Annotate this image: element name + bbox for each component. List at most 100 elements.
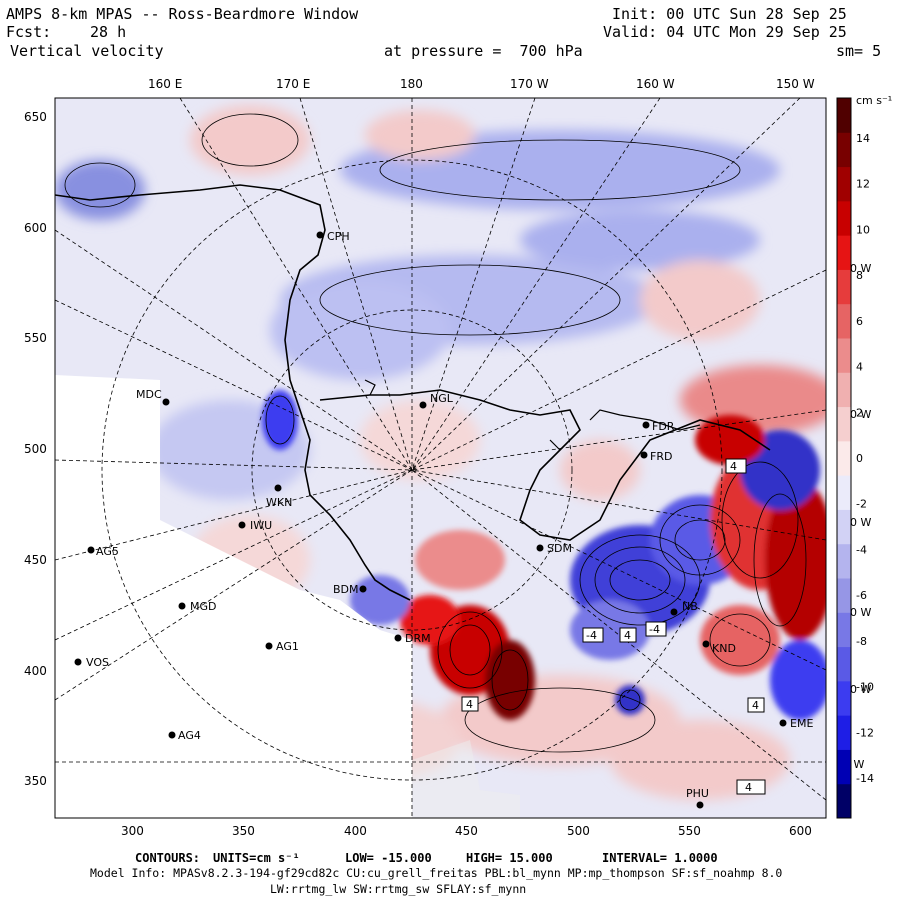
colorbar-swatch — [837, 372, 851, 408]
colorbar-swatch — [837, 440, 851, 476]
station-dot-vos — [74, 658, 82, 666]
x-tick-400: 400 — [344, 824, 367, 838]
contour-labels: 4 -4 4 -4 4 4 4 — [461, 458, 766, 795]
x-tick-350: 350 — [232, 824, 255, 838]
station-label-nb: NB — [682, 600, 698, 613]
colorbar-tick-label: -14 — [856, 772, 874, 785]
station-label-ngl: NGL — [430, 392, 454, 405]
terrain-mask — [55, 375, 412, 818]
station-label-mgd: MGD — [190, 600, 217, 613]
station-dot-frd — [640, 451, 648, 459]
station-label-iwu: IWU — [250, 519, 272, 532]
field-name: Vertical velocity — [10, 42, 164, 60]
model-info-physics: LW:rrtmg_lw SW:rrtmg_sw SFLAY:sf_mynn — [270, 882, 527, 896]
x-tick-300: 300 — [121, 824, 144, 838]
colorbar-tick-label: 0 — [856, 452, 863, 465]
y-tick-500: 500 — [24, 442, 47, 456]
forecast-label: Fcst: — [6, 23, 52, 41]
station-label-ag1: AG1 — [276, 640, 299, 653]
smoothing: sm= 5 — [836, 42, 882, 60]
lon-label-150w: 150 W — [776, 77, 815, 91]
colorbar-swatch — [837, 543, 851, 579]
colorbar-tick-label: 4 — [856, 361, 863, 374]
colorbar-tick-label: -8 — [856, 635, 867, 648]
colorbar-tick-label: 14 — [856, 132, 870, 145]
station-dot-phu — [696, 801, 704, 809]
station-dot-wkn — [274, 484, 282, 492]
valid-time: Valid: 04 UTC Mon 29 Sep 25 — [603, 23, 847, 41]
x-tick-550: 550 — [678, 824, 701, 838]
station-label-phu: PHU — [686, 787, 709, 800]
lon-label-180: 180 — [400, 77, 423, 91]
station-dot-eme — [779, 719, 787, 727]
y-tick-350: 350 — [24, 774, 47, 788]
x-tick-600: 600 — [789, 824, 812, 838]
station-dot-drm — [394, 634, 402, 642]
contour-box-3: 4 — [624, 629, 631, 642]
station-dot-iwu — [238, 521, 246, 529]
contours-interval: INTERVAL= 1.0000 — [602, 851, 718, 865]
station-dot-ngl — [419, 401, 427, 409]
colorbar-swatch — [837, 612, 851, 648]
station-label-frd: FRD — [650, 450, 672, 463]
station-label-bdm: BDM — [333, 583, 359, 596]
station-dot-ag5 — [87, 546, 95, 554]
station-dot-bdm — [359, 585, 367, 593]
colorbar-ticks: 14 12 10 8 6 4 2 0 -2 -4 -6 -8 -10 -12 -14 — [856, 132, 874, 785]
station-dot-fdr — [642, 421, 650, 429]
colorbar-tick-label: -6 — [856, 589, 867, 602]
contours-label: CONTOURS: — [135, 851, 201, 865]
colorbar-swatch — [837, 98, 851, 133]
station-dot-ag4 — [168, 731, 176, 739]
colorbar-tick-label: 2 — [856, 406, 863, 419]
y-tick-600: 600 — [24, 221, 47, 235]
colorbar-tick-label: 6 — [856, 315, 863, 328]
contour-box-7: 4 — [745, 781, 752, 794]
station-dot-mgd — [178, 602, 186, 610]
pressure-level: at pressure = 700 hPa — [384, 42, 583, 60]
colorbar-swatch — [837, 338, 851, 373]
station-label-drm: DRM — [405, 632, 431, 645]
colorbar-swatch — [837, 269, 851, 305]
station-label-vos: VOS — [86, 656, 109, 669]
colorbar-tick-label: 10 — [856, 223, 870, 236]
station-label-cph: CPH — [327, 230, 350, 243]
forecast-hour: 28 h — [90, 23, 127, 41]
contour-box-2: -4 — [586, 629, 597, 642]
station-label-ag5: AG5 — [96, 545, 119, 558]
colorbar-swatch — [837, 235, 851, 270]
colorbar-swatch — [837, 783, 851, 819]
colorbar-swatch — [837, 303, 851, 339]
x-tick-450: 450 — [455, 824, 478, 838]
contour-box-5: 4 — [752, 699, 759, 712]
colorbar-tick-label: -2 — [856, 498, 867, 511]
station-label-mdc: MDC — [136, 388, 162, 401]
y-tick-450: 450 — [24, 553, 47, 567]
station-label-eme: EME — [790, 717, 813, 730]
station-dot-nb — [670, 608, 678, 616]
contour-box-4: -4 — [649, 623, 660, 636]
coastline — [55, 184, 771, 601]
colorbar-swatch — [837, 509, 851, 545]
init-time: Init: 00 UTC Sun 28 Sep 25 — [612, 5, 847, 23]
lon-label-170w: 170 W — [510, 77, 549, 91]
station-dot-knd — [702, 640, 710, 648]
model-info: Model Info: MPASv8.2.3-194-gf29cd82c CU:… — [90, 866, 783, 880]
station-label-wkn: WKN — [266, 496, 292, 509]
colorbar-swatch — [837, 749, 851, 785]
colorbar-swatch — [837, 578, 851, 613]
colorbar-swatch — [837, 646, 851, 682]
station-label-knd: KND — [712, 642, 736, 655]
station-label-fdr: FDR — [652, 420, 675, 433]
lon-label-160e: 160 E — [148, 77, 183, 91]
colorbar-tick-label: -10 — [856, 681, 874, 694]
colorbar-swatch — [837, 715, 851, 750]
map-title: AMPS 8-km MPAS -- Ross-Beardmore Window — [6, 5, 359, 23]
graticule — [55, 98, 826, 818]
station-dot-cph — [316, 231, 324, 239]
y-tick-400: 400 — [24, 664, 47, 678]
station-dot-mdc — [162, 398, 170, 406]
station-dot-sdm — [536, 544, 544, 552]
colorbar-swatch — [837, 132, 851, 168]
